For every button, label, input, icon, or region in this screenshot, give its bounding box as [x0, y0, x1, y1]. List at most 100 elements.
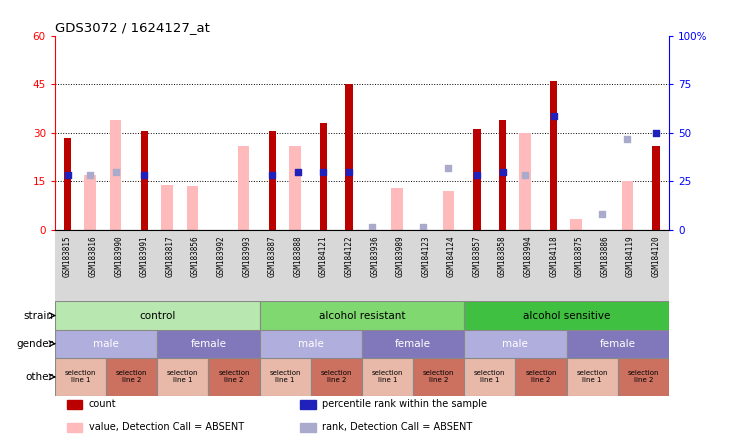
Text: selection
line 1: selection line 1 [576, 370, 608, 384]
Bar [141, 131, 148, 230]
Bar [362, 329, 464, 358]
Bar [567, 358, 618, 396]
Text: GSM184124: GSM184124 [447, 236, 456, 277]
Bar [346, 84, 352, 230]
Point [519, 171, 531, 178]
Text: count: count [88, 399, 116, 409]
Bar [413, 358, 464, 396]
Bar [106, 358, 157, 396]
Text: GSM183816: GSM183816 [88, 236, 98, 277]
Point [366, 223, 377, 230]
Text: gender: gender [17, 339, 53, 349]
Bar [499, 120, 506, 230]
Bar [570, 218, 582, 230]
Text: selection
line 1: selection line 1 [371, 370, 404, 384]
Bar [67, 423, 83, 432]
Text: GSM183991: GSM183991 [140, 236, 149, 277]
Bar [320, 123, 327, 230]
Text: GSM183886: GSM183886 [600, 236, 610, 277]
Bar [289, 146, 300, 230]
Text: GSM184118: GSM184118 [549, 236, 558, 277]
Text: male: male [93, 339, 119, 349]
Text: female: female [395, 339, 431, 349]
Text: selection
line 1: selection line 1 [64, 370, 96, 384]
Bar [362, 358, 413, 396]
Bar [474, 130, 480, 230]
Text: rank, Detection Call = ABSENT: rank, Detection Call = ABSENT [322, 422, 472, 432]
Bar [208, 358, 260, 396]
Bar [157, 358, 208, 396]
Text: strain: strain [23, 310, 53, 321]
Text: percentile rank within the sample: percentile rank within the sample [322, 399, 487, 409]
Bar [186, 186, 198, 230]
Bar [260, 329, 362, 358]
Text: GDS3072 / 1624127_at: GDS3072 / 1624127_at [55, 21, 210, 34]
Text: selection
line 2: selection line 2 [423, 370, 455, 384]
Bar [84, 175, 96, 230]
Point [621, 135, 633, 143]
Text: GSM183858: GSM183858 [498, 236, 507, 277]
Bar [64, 138, 71, 230]
Text: female: female [190, 339, 227, 349]
Point [317, 168, 329, 175]
Text: male: male [502, 339, 529, 349]
Text: selection
line 2: selection line 2 [525, 370, 557, 384]
Bar [260, 358, 311, 396]
Bar [567, 329, 669, 358]
Bar [55, 301, 260, 329]
Text: GSM183888: GSM183888 [293, 236, 303, 277]
Text: GSM183856: GSM183856 [191, 236, 200, 277]
Text: value, Detection Call = ABSENT: value, Detection Call = ABSENT [88, 422, 243, 432]
Text: selection
line 2: selection line 2 [115, 370, 148, 384]
Text: GSM184121: GSM184121 [319, 236, 328, 277]
Text: GSM183815: GSM183815 [63, 236, 72, 277]
Bar [464, 358, 515, 396]
Bar [515, 358, 567, 396]
Point [596, 210, 607, 217]
Bar [653, 146, 659, 230]
Text: GSM183875: GSM183875 [575, 236, 584, 277]
Text: alcohol resistant: alcohol resistant [319, 310, 405, 321]
Text: selection
line 1: selection line 1 [167, 370, 199, 384]
Bar [300, 400, 316, 409]
Text: selection
line 1: selection line 1 [269, 370, 301, 384]
Text: GSM184122: GSM184122 [344, 236, 354, 277]
Text: GSM183993: GSM183993 [242, 236, 251, 277]
Bar [157, 329, 260, 358]
Bar [238, 146, 249, 230]
Bar [55, 358, 106, 396]
Text: GSM183992: GSM183992 [216, 236, 226, 277]
Point [417, 223, 428, 230]
Text: GSM183936: GSM183936 [370, 236, 379, 277]
Point [266, 171, 278, 178]
Bar [442, 191, 454, 230]
Point [343, 168, 355, 175]
Bar [464, 301, 669, 329]
Point [548, 113, 560, 120]
Point [110, 168, 121, 175]
Bar [300, 423, 316, 432]
Text: control: control [139, 310, 175, 321]
Point [292, 168, 304, 175]
Bar [67, 400, 83, 409]
Point [139, 171, 151, 178]
Text: GSM184119: GSM184119 [626, 236, 635, 277]
Point [471, 171, 482, 178]
Bar [550, 81, 557, 230]
Text: selection
line 2: selection line 2 [218, 370, 250, 384]
Bar [110, 120, 121, 230]
Text: GSM183994: GSM183994 [523, 236, 533, 277]
Text: GSM183989: GSM183989 [395, 236, 405, 277]
Text: GSM184123: GSM184123 [421, 236, 431, 277]
Text: female: female [599, 339, 636, 349]
Text: alcohol sensitive: alcohol sensitive [523, 310, 610, 321]
Bar [161, 185, 173, 230]
Text: GSM183857: GSM183857 [472, 236, 482, 277]
Point [442, 165, 454, 172]
Bar [55, 329, 157, 358]
Text: other: other [26, 372, 53, 382]
Bar [621, 181, 633, 230]
Text: male: male [298, 339, 324, 349]
Bar [519, 133, 531, 230]
Text: selection
line 2: selection line 2 [320, 370, 352, 384]
